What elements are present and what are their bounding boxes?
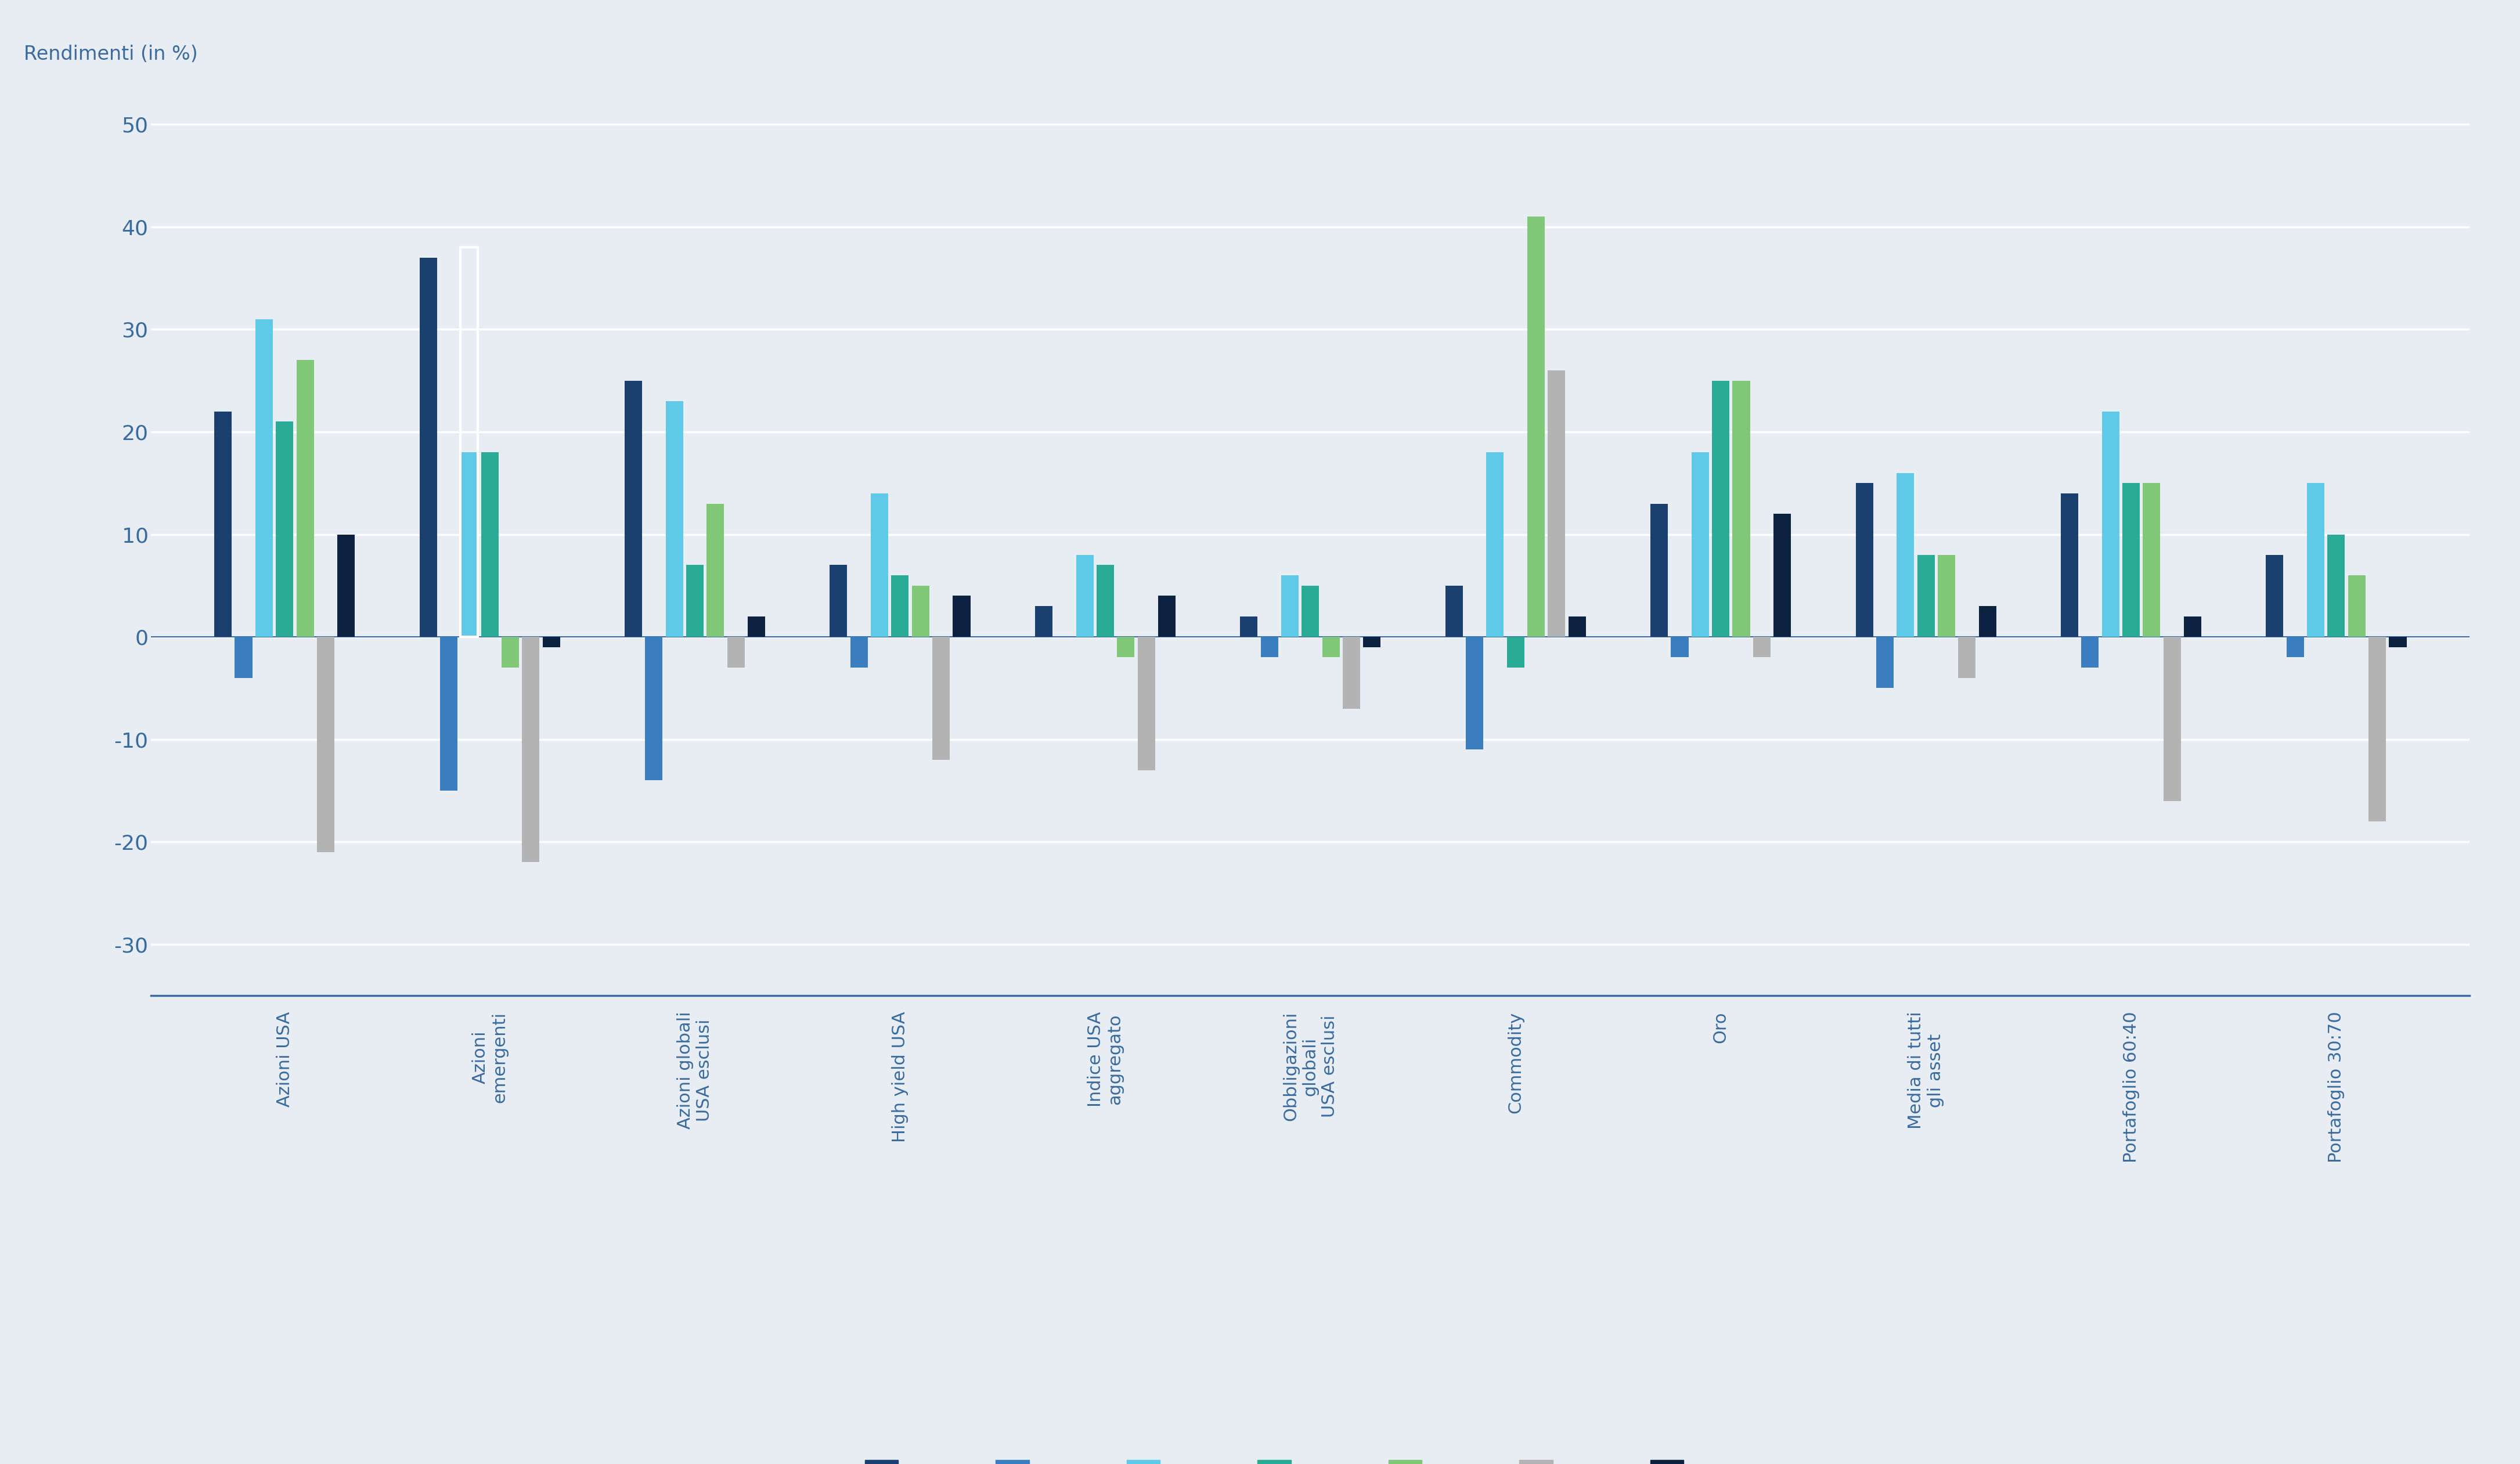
Bar: [1280, 575, 1298, 637]
Bar: [2328, 534, 2346, 637]
Bar: [849, 637, 867, 668]
Bar: [1303, 586, 1318, 637]
Bar: [338, 534, 355, 637]
Bar: [234, 637, 252, 678]
Bar: [1076, 555, 1094, 637]
Bar: [2306, 483, 2323, 637]
Bar: [501, 637, 519, 668]
Bar: [2142, 483, 2160, 637]
Bar: [2265, 555, 2283, 637]
Bar: [1855, 483, 1872, 637]
Bar: [1774, 514, 1792, 637]
Bar: [275, 422, 292, 637]
Bar: [214, 411, 232, 637]
Bar: [2185, 616, 2202, 637]
Bar: [748, 616, 766, 637]
Bar: [1547, 370, 1565, 637]
Bar: [2082, 637, 2099, 668]
Bar: [1938, 555, 1956, 637]
Bar: [1507, 637, 1525, 668]
Bar: [829, 565, 847, 637]
Bar: [1137, 637, 1154, 770]
Bar: [2102, 411, 2119, 637]
Bar: [706, 504, 723, 637]
Bar: [2349, 575, 2366, 637]
Bar: [461, 452, 479, 637]
Bar: [1363, 637, 1381, 647]
Bar: [1958, 637, 1976, 678]
Bar: [418, 258, 436, 637]
Bar: [872, 493, 887, 637]
Bar: [645, 637, 663, 780]
Bar: [1323, 637, 1341, 657]
Bar: [2286, 637, 2303, 657]
Bar: [1898, 473, 1915, 637]
Bar: [625, 381, 643, 637]
Bar: [728, 637, 743, 668]
Bar: [1754, 637, 1772, 657]
Bar: [1877, 637, 1893, 688]
Legend: 2017, 2018, 2019, 2020, 2021, 2022, Ott-23: 2017, 2018, 2019, 2020, 2021, 2022, Ott-…: [857, 1452, 1764, 1464]
Bar: [1487, 452, 1504, 637]
Bar: [1467, 637, 1484, 750]
Bar: [2369, 637, 2386, 821]
Bar: [1691, 452, 1709, 637]
Bar: [522, 637, 539, 862]
Bar: [1240, 616, 1257, 637]
Bar: [318, 637, 335, 852]
Bar: [2389, 637, 2407, 647]
Bar: [2162, 637, 2180, 801]
Bar: [1343, 637, 1361, 709]
Bar: [542, 637, 559, 647]
Bar: [255, 319, 272, 637]
Bar: [1159, 596, 1174, 637]
Bar: [461, 247, 479, 637]
Bar: [2122, 483, 2139, 637]
Bar: [932, 637, 950, 760]
Text: Rendimenti (in %): Rendimenti (in %): [23, 45, 197, 64]
Bar: [1918, 555, 1935, 637]
Bar: [665, 401, 683, 637]
Bar: [1096, 565, 1114, 637]
Bar: [297, 360, 315, 637]
Bar: [1734, 381, 1749, 637]
Bar: [1446, 586, 1462, 637]
Bar: [1567, 616, 1585, 637]
Bar: [1711, 381, 1729, 637]
Bar: [2061, 493, 2079, 637]
Bar: [1116, 637, 1134, 657]
Bar: [1527, 217, 1545, 637]
Bar: [1651, 504, 1668, 637]
Bar: [1036, 606, 1053, 637]
Bar: [1671, 637, 1688, 657]
Bar: [685, 565, 703, 637]
Bar: [953, 596, 970, 637]
Bar: [892, 575, 910, 637]
Bar: [1260, 637, 1278, 657]
Bar: [441, 637, 459, 791]
Bar: [1978, 606, 1996, 637]
Bar: [912, 586, 930, 637]
Bar: [481, 452, 499, 637]
